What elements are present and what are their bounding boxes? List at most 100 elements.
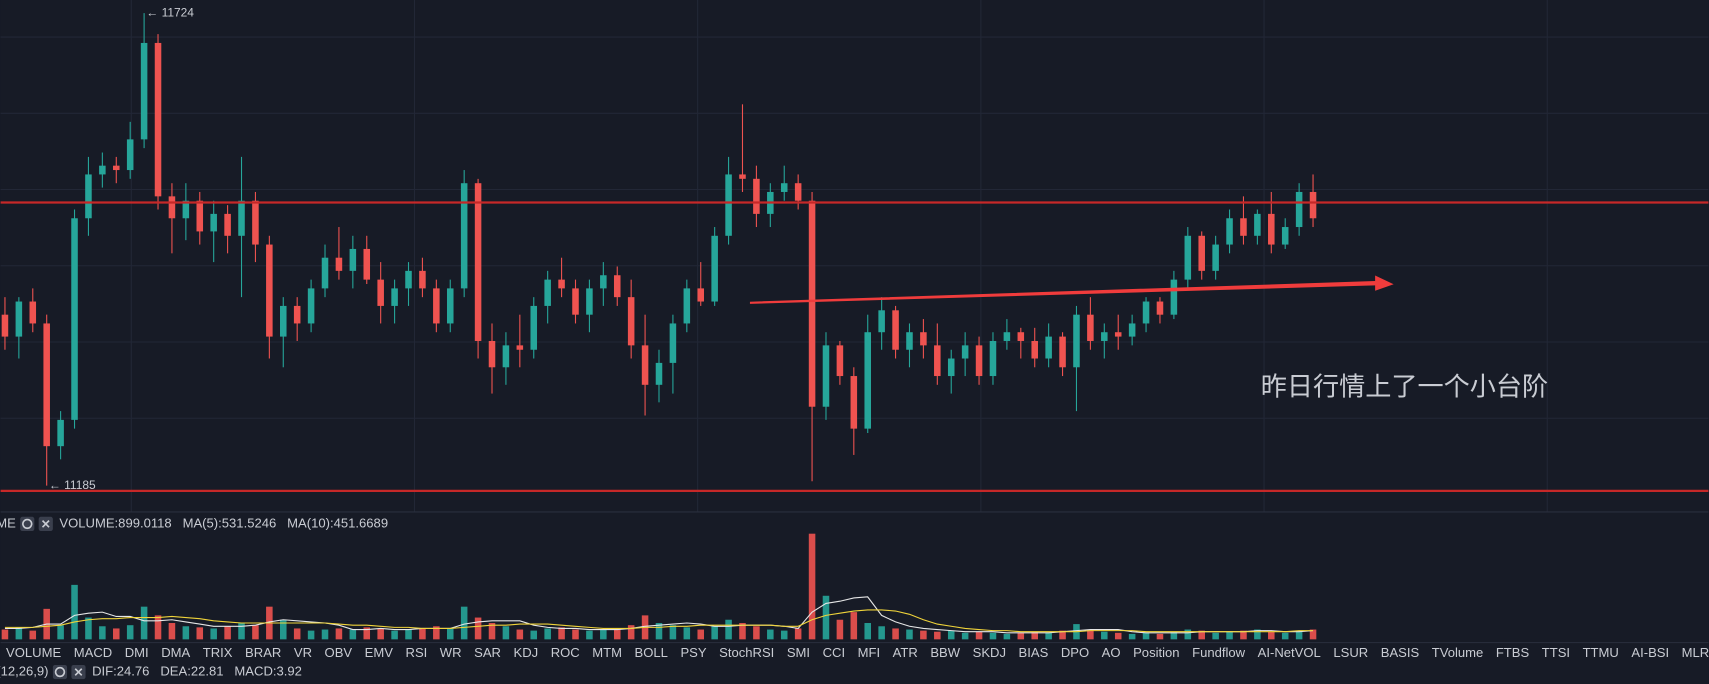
- indicator-tab[interactable]: ROC: [551, 645, 580, 660]
- indicator-tab[interactable]: MFI: [858, 645, 881, 660]
- volume-bar: [419, 628, 426, 640]
- indicator-tab[interactable]: KDJ: [513, 645, 538, 660]
- indicator-tab[interactable]: LSUR: [1333, 645, 1368, 660]
- candle-body: [1309, 191, 1317, 219]
- volume-bar: [1226, 631, 1233, 640]
- indicator-tab[interactable]: TRIX: [203, 645, 233, 660]
- volume-bar: [572, 629, 579, 640]
- volume-bar: [753, 626, 760, 640]
- candle-body: [1240, 218, 1247, 236]
- candle-body: [836, 345, 844, 377]
- indicator-tab[interactable]: DPO: [1061, 645, 1089, 660]
- volume-bar: [446, 628, 454, 640]
- indicator-tab[interactable]: VOLUME: [6, 645, 61, 660]
- button-icon: [22, 518, 33, 530]
- volume-bar: [349, 629, 357, 640]
- volume-bar: [864, 623, 871, 640]
- volume-bar: [1184, 629, 1192, 640]
- indicator-tab[interactable]: Position: [1133, 645, 1179, 660]
- volume-bar: [613, 628, 621, 640]
- indicator-tab[interactable]: BBW: [930, 645, 960, 660]
- volume-bar: [168, 623, 176, 640]
- indicator-tab[interactable]: MACD: [74, 645, 112, 660]
- indicator-tab[interactable]: BRAR: [245, 645, 281, 660]
- indicator-tab[interactable]: FTBS: [1496, 645, 1530, 660]
- indicator-tab[interactable]: RSI: [406, 645, 428, 660]
- indicator-tab[interactable]: TTMU: [1583, 645, 1619, 660]
- volume-bar: [1059, 630, 1066, 640]
- candle-body: [1198, 235, 1205, 271]
- volume-bar: [892, 628, 899, 640]
- volume-bar: [725, 619, 732, 640]
- grid: [0, 0, 1709, 644]
- indicator-tab[interactable]: StochRSI: [719, 645, 774, 660]
- candle-body: [822, 345, 830, 407]
- volume-bar: [1240, 630, 1247, 640]
- candle-body: [1142, 301, 1150, 324]
- indicator-tab[interactable]: SAR: [474, 645, 501, 660]
- indicator-tab[interactable]: SMI: [787, 645, 810, 660]
- candle-body: [433, 288, 440, 324]
- volume-bar: [1087, 629, 1094, 640]
- volume-bar: [433, 626, 440, 640]
- candle-body: [140, 42, 148, 140]
- indicator-tab[interactable]: EMV: [365, 645, 394, 660]
- candle-body: [725, 174, 732, 236]
- indicator-tab[interactable]: PSY: [680, 645, 706, 660]
- volume-bar: [794, 628, 802, 640]
- indicator-tab[interactable]: AO: [1102, 645, 1121, 660]
- candle-body: [794, 183, 802, 201]
- indicator-tabs: VOLUME MACD DMI DMA TRIX BRAR VR OBV EMV RSI WR SAR…: [6, 645, 1709, 660]
- candle-body: [850, 376, 858, 429]
- indicator-tab[interactable]: BASIS: [1381, 645, 1420, 660]
- volume-bar: [850, 612, 858, 640]
- indicator-tab[interactable]: MTM: [592, 645, 622, 660]
- indicator-tab[interactable]: CCI: [823, 645, 846, 660]
- volume-bar: [767, 629, 774, 640]
- indicator-tab[interactable]: DMA: [161, 645, 190, 660]
- candle-body: [655, 362, 663, 385]
- indicator-tab[interactable]: OBV: [325, 645, 353, 660]
- indicator-tab[interactable]: DMI: [125, 645, 149, 660]
- indicator-tab[interactable]: Fundflow: [1192, 645, 1246, 660]
- candle-body: [1254, 213, 1261, 236]
- legend-text: DIF:24.76: [92, 663, 149, 678]
- indicator-tab[interactable]: SKDJ: [973, 645, 1006, 660]
- indicator-tab[interactable]: BOLL: [635, 645, 668, 660]
- indicator-tab[interactable]: AI-BSI: [1631, 645, 1669, 660]
- volume-bar: [29, 630, 37, 640]
- volume-bar: [1212, 632, 1219, 640]
- volume-bar: [279, 619, 287, 640]
- trend-arrow: [749, 275, 1394, 304]
- candle-body: [586, 288, 593, 315]
- annotation: 昨日行情上了一个小台阶: [1261, 372, 1548, 402]
- candle-body: [753, 178, 760, 214]
- candles: [1, 13, 1317, 486]
- candle-body: [1045, 336, 1052, 359]
- indicator-tab[interactable]: BIAS: [1019, 645, 1049, 660]
- volume-bar: [154, 615, 162, 640]
- volume-bar: [1031, 631, 1038, 640]
- candle-body: [669, 323, 677, 363]
- candle-body: [238, 200, 245, 236]
- indicator-tab[interactable]: VR: [294, 645, 312, 660]
- indicator-tab[interactable]: MLR: [1682, 645, 1709, 660]
- candle-body: [641, 345, 649, 385]
- volume-bar: [544, 628, 551, 640]
- candle-body: [460, 183, 468, 289]
- indicator-tab[interactable]: TTSI: [1542, 645, 1570, 660]
- candle-body: [600, 275, 607, 289]
- button-icon: [74, 668, 83, 676]
- volume-bar: [1045, 632, 1052, 640]
- indicator-tab[interactable]: AI-NetVOL: [1258, 645, 1321, 660]
- candle-body: [1087, 314, 1094, 341]
- indicator-tab[interactable]: TVolume: [1432, 645, 1484, 660]
- volume-bar: [878, 626, 885, 640]
- indicator-tab[interactable]: ATR: [893, 645, 918, 660]
- candle-body: [947, 358, 955, 377]
- indicator-tab[interactable]: WR: [440, 645, 462, 660]
- moving-average: [4, 596, 1314, 634]
- candle-body: [1128, 323, 1136, 337]
- volume-bar: [85, 617, 92, 640]
